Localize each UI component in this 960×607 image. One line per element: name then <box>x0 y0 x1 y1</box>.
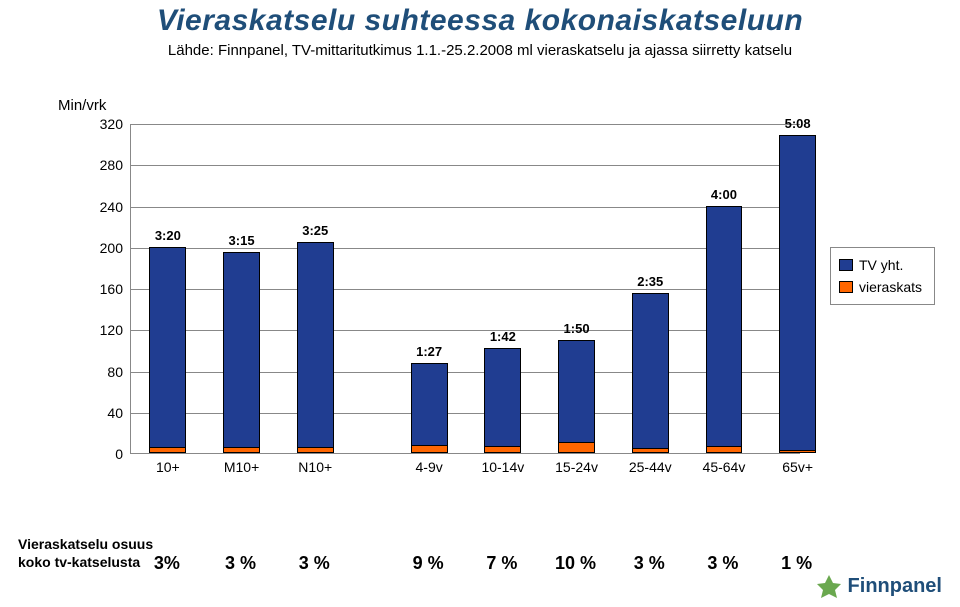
bar-vieras <box>297 447 334 453</box>
footer-pct: 7 % <box>486 553 517 574</box>
footer-pct: 1 % <box>781 553 812 574</box>
page-subtitle: Lähde: Finnpanel, TV-mittaritutkimus 1.1… <box>0 42 960 59</box>
legend-label: TV yht. <box>859 254 903 276</box>
logo-icon <box>816 573 842 599</box>
x-tick-label: M10+ <box>224 459 259 475</box>
bar-value-label: 4:00 <box>711 187 737 202</box>
footer-pct: 3 % <box>634 553 665 574</box>
x-tick-label: 45-64v <box>703 459 746 475</box>
footer-pct: 3 % <box>707 553 738 574</box>
y-tick-label: 80 <box>107 364 123 380</box>
page-title: Vieraskatselu suhteessa kokonaiskatseluu… <box>0 4 960 38</box>
y-tick-label: 200 <box>100 240 123 256</box>
bar-value-label: 3:20 <box>155 228 181 243</box>
legend-swatch <box>839 281 853 293</box>
footer-pct: 3 % <box>299 553 330 574</box>
logo-text: Finnpanel <box>848 575 942 598</box>
bar-tv <box>484 348 521 453</box>
x-tick-label: 25-44v <box>629 459 672 475</box>
bar-value-label: 1:50 <box>564 321 590 336</box>
chart-area: 0 40 80 120 160 200 240 280 320 3:20 10+ 3:15 M10+ 3:… <box>80 104 800 484</box>
bar-value-label: 3:15 <box>229 233 255 248</box>
legend-label: vieraskats <box>859 276 922 298</box>
footer-pct: 3 % <box>225 553 256 574</box>
gridline <box>131 124 800 125</box>
bar-vieras <box>706 446 743 453</box>
bar-tv <box>223 252 260 453</box>
bar-tv <box>558 340 595 453</box>
plot-area: 040801201602002402803203:2010+3:15M10+3:… <box>130 124 800 454</box>
bar-vieras <box>223 447 260 453</box>
legend-item: vieraskats <box>839 276 922 298</box>
y-tick-label: 0 <box>115 446 123 462</box>
y-tick-label: 280 <box>100 157 123 173</box>
legend-swatch <box>839 259 853 271</box>
legend: TV yht.vieraskats <box>830 247 935 305</box>
bar-tv <box>297 242 334 453</box>
footer-label-2: koko tv-katselusta <box>18 554 140 570</box>
bar-value-label: 2:35 <box>637 274 663 289</box>
footer-pct: 10 % <box>555 553 596 574</box>
bar-value-label: 3:25 <box>302 223 328 238</box>
x-tick-label: 10+ <box>156 459 180 475</box>
gridline <box>131 165 800 166</box>
bar-vieras <box>632 448 669 453</box>
y-tick-label: 240 <box>100 199 123 215</box>
bar-value-label: 1:27 <box>416 344 442 359</box>
footer-label-1: Vieraskatselu osuus <box>18 536 153 552</box>
bar-vieras <box>558 442 595 453</box>
bar-tv <box>149 247 186 453</box>
x-tick-label: 15-24v <box>555 459 598 475</box>
footer-logo: Finnpanel <box>816 573 942 599</box>
x-tick-label: 10-14v <box>481 459 524 475</box>
gridline <box>131 207 800 208</box>
x-tick-label: 4-9v <box>416 459 443 475</box>
bar-vieras <box>779 450 816 453</box>
footer-pct: 3% <box>154 553 180 574</box>
y-tick-label: 320 <box>100 116 123 132</box>
y-tick-label: 40 <box>107 405 123 421</box>
bar-value-label: 5:08 <box>785 116 811 131</box>
y-tick-label: 120 <box>100 322 123 338</box>
bar-tv <box>706 206 743 454</box>
bar-tv <box>411 363 448 453</box>
bar-tv <box>632 293 669 453</box>
bar-value-label: 1:42 <box>490 329 516 344</box>
y-tick-label: 160 <box>100 281 123 297</box>
footer-pct: 9 % <box>413 553 444 574</box>
bar-vieras <box>149 447 186 453</box>
bar-tv <box>779 135 816 453</box>
x-tick-label: N10+ <box>298 459 332 475</box>
legend-item: TV yht. <box>839 254 922 276</box>
x-tick-label: 65v+ <box>782 459 813 475</box>
bar-vieras <box>484 446 521 453</box>
bar-vieras <box>411 445 448 453</box>
